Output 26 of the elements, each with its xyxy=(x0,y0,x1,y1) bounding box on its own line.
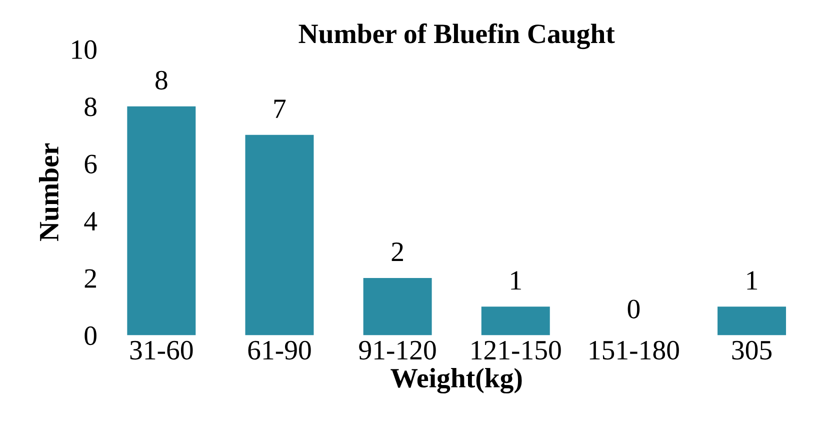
bar xyxy=(245,134,314,336)
data-label: 1 xyxy=(511,271,521,290)
x-tick-label: 31-60 xyxy=(130,340,193,360)
y-tick-label: 4 xyxy=(84,212,98,230)
y-tick-label: 0 xyxy=(84,326,96,346)
data-label: 8 xyxy=(156,70,168,90)
bar xyxy=(127,106,196,336)
x-tick-label: 61-90 xyxy=(248,340,311,360)
x-axis-title: Weight(kg) xyxy=(390,368,522,394)
bar xyxy=(363,278,432,336)
x-tick-label: 121-150 xyxy=(472,340,561,360)
chart-title: Number of Bluefin Caught xyxy=(298,23,615,50)
x-tick-label: 151-180 xyxy=(590,340,679,360)
data-label: 2 xyxy=(392,242,403,261)
bar xyxy=(481,306,550,336)
bar xyxy=(718,306,786,336)
y-tick-label: 6 xyxy=(84,154,97,174)
y-tick-label: 2 xyxy=(84,269,96,288)
y-tick-label: 10 xyxy=(72,40,96,60)
y-axis-title: Number xyxy=(38,143,59,241)
x-tick-label: 305 xyxy=(732,340,772,360)
data-label: 0 xyxy=(628,300,640,318)
x-tick-label: 91-120 xyxy=(359,340,436,360)
data-label: 1 xyxy=(747,271,758,290)
y-tick-label: 8 xyxy=(84,97,96,116)
data-label: 7 xyxy=(274,100,286,118)
